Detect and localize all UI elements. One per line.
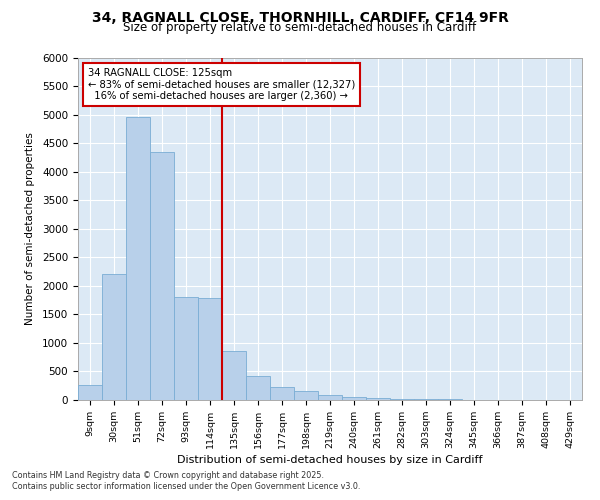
Bar [126, 118, 150, 400]
Bar [78, 384, 102, 400]
Bar [150, 152, 174, 400]
Bar [222, 352, 246, 400]
Bar [366, 398, 390, 400]
Y-axis label: Number of semi-detached properties: Number of semi-detached properties [25, 132, 35, 325]
Bar [318, 396, 342, 400]
Bar [174, 297, 198, 400]
Bar [390, 399, 414, 400]
Text: 34, RAGNALL CLOSE, THORNHILL, CARDIFF, CF14 9FR: 34, RAGNALL CLOSE, THORNHILL, CARDIFF, C… [92, 11, 508, 25]
X-axis label: Distribution of semi-detached houses by size in Cardiff: Distribution of semi-detached houses by … [177, 455, 483, 465]
Bar [270, 388, 294, 400]
Text: Contains HM Land Registry data © Crown copyright and database right 2025.: Contains HM Land Registry data © Crown c… [12, 471, 324, 480]
Bar [102, 274, 126, 400]
Text: 34 RAGNALL CLOSE: 125sqm
← 83% of semi-detached houses are smaller (12,327)
  16: 34 RAGNALL CLOSE: 125sqm ← 83% of semi-d… [88, 68, 355, 101]
Text: Contains public sector information licensed under the Open Government Licence v3: Contains public sector information licen… [12, 482, 361, 491]
Bar [414, 399, 438, 400]
Bar [342, 397, 366, 400]
Bar [294, 392, 318, 400]
Bar [198, 298, 222, 400]
Bar [246, 376, 270, 400]
Text: Size of property relative to semi-detached houses in Cardiff: Size of property relative to semi-detach… [124, 21, 476, 34]
